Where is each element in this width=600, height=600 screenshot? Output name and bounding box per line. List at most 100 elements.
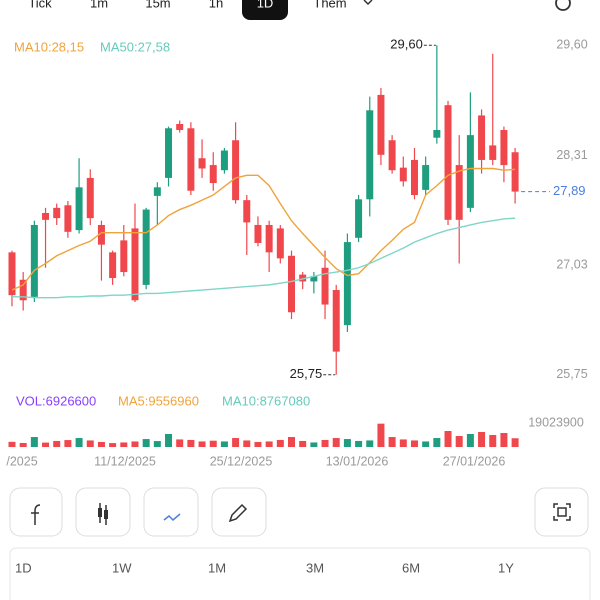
y-tick-label: 29,60 — [556, 38, 587, 52]
candle-body — [75, 187, 83, 231]
volume-bar — [86, 440, 94, 447]
volume-bar — [254, 441, 262, 447]
volume-bar — [220, 441, 228, 447]
volume-bar — [321, 439, 329, 447]
last-price-label: 27,89 — [553, 183, 586, 198]
volume-bar — [176, 439, 184, 447]
candle-body — [153, 187, 161, 196]
volume-bar — [42, 442, 50, 447]
ma-line — [11, 167, 516, 291]
candle-body — [355, 199, 363, 238]
volume-bar — [399, 439, 407, 447]
x-axis: /2025 11/12/2025 25/12/2025 13/01/2026 2… — [6, 454, 505, 468]
period-label[interactable]: 1W — [112, 560, 132, 575]
candle-body — [366, 110, 374, 200]
volume-bar — [165, 434, 173, 447]
volume-bar — [97, 441, 105, 447]
volume-bar — [243, 440, 251, 447]
fx-icon — [31, 504, 41, 525]
candle-body — [433, 129, 441, 138]
ma50-legend: MA50:27,58 — [100, 39, 170, 54]
candle-body — [422, 165, 430, 190]
candle-body — [388, 140, 396, 171]
settings-icon[interactable] — [555, 0, 571, 11]
volume-bar — [153, 441, 161, 447]
period-label[interactable]: 3M — [306, 560, 324, 575]
y-tick-label: 25,75 — [556, 367, 587, 381]
draw-button[interactable] — [211, 487, 267, 537]
ma-line — [12, 217, 516, 299]
period-label[interactable]: 1D — [15, 560, 32, 575]
candle-body — [265, 224, 273, 253]
extreme-label: 29,60 — [390, 37, 423, 52]
candle-body — [220, 150, 228, 171]
vol-legend: VOL:6926600 — [16, 393, 96, 408]
vol-ma10-legend: MA10:8767080 — [222, 393, 310, 408]
period-label[interactable]: 6M — [402, 560, 420, 575]
fullscreen-icon — [557, 507, 567, 517]
ai-icon — [163, 513, 181, 522]
tab-selected[interactable]: 1D — [257, 0, 274, 10]
volume-bar — [355, 440, 363, 447]
volume-bar — [478, 431, 486, 447]
candle-button[interactable] — [75, 487, 131, 537]
volume-bar — [466, 434, 474, 447]
tab[interactable]: Tick — [28, 0, 52, 10]
formula-button[interactable] — [9, 487, 63, 537]
candle-body — [511, 152, 519, 192]
volume-bar — [64, 440, 72, 447]
candle-body — [243, 200, 251, 223]
periods: 1D 1W 1M 3M 6M 1Y — [15, 560, 514, 575]
tab[interactable]: Thêm — [313, 0, 346, 10]
volume-bar — [198, 441, 206, 447]
period-label[interactable]: 1Y — [498, 560, 514, 575]
candle-body — [142, 209, 150, 285]
volume-bar — [209, 440, 217, 447]
candle-body — [276, 228, 284, 259]
tab-bar: Tick 1m 15m 1h 1D Thêm — [28, 0, 571, 20]
volume-bar — [377, 423, 385, 447]
volume-bar — [8, 441, 16, 447]
candle-body — [86, 177, 94, 219]
candle-body — [254, 224, 262, 243]
candle-body — [310, 276, 318, 282]
x-tick-label: 13/01/2026 — [326, 454, 389, 468]
tab[interactable]: 1h — [209, 0, 223, 10]
candle-body — [64, 205, 72, 232]
candle-body — [332, 290, 340, 352]
volume-bar — [75, 438, 83, 447]
ai-button[interactable] — [143, 487, 199, 537]
vol-ma5-legend: MA5:9556960 — [118, 393, 199, 408]
pencil-icon — [228, 503, 248, 523]
toolbar — [9, 487, 589, 537]
tab[interactable]: 15m — [145, 0, 170, 10]
period-label[interactable]: 1M — [208, 560, 226, 575]
volume-bar — [109, 443, 117, 447]
candle-body — [97, 224, 105, 245]
candle-body — [53, 207, 61, 219]
volume-bar — [53, 440, 61, 447]
chevron-icon[interactable] — [363, 0, 373, 6]
volume-bar — [265, 441, 273, 447]
volume-bar — [489, 435, 497, 447]
fullscreen-button[interactable] — [534, 487, 589, 537]
volume-bar — [422, 441, 430, 447]
volume-bar — [410, 440, 418, 447]
volume-bar — [288, 437, 295, 447]
fullscreen-icon — [553, 503, 571, 521]
candle-body — [232, 140, 240, 201]
candle-body — [131, 228, 139, 301]
x-tick-label: /2025 — [6, 454, 37, 468]
tab[interactable]: 1m — [90, 0, 108, 10]
volume-bar — [310, 442, 318, 447]
period-panel — [9, 547, 591, 600]
candle-body — [19, 279, 27, 301]
candle-body — [288, 255, 295, 313]
volume-bar — [433, 438, 441, 447]
candle-body — [377, 94, 385, 155]
volume-bar — [120, 442, 128, 447]
candle-icon-body — [104, 510, 108, 519]
candle-body — [165, 128, 173, 178]
volume-bar — [131, 441, 139, 447]
